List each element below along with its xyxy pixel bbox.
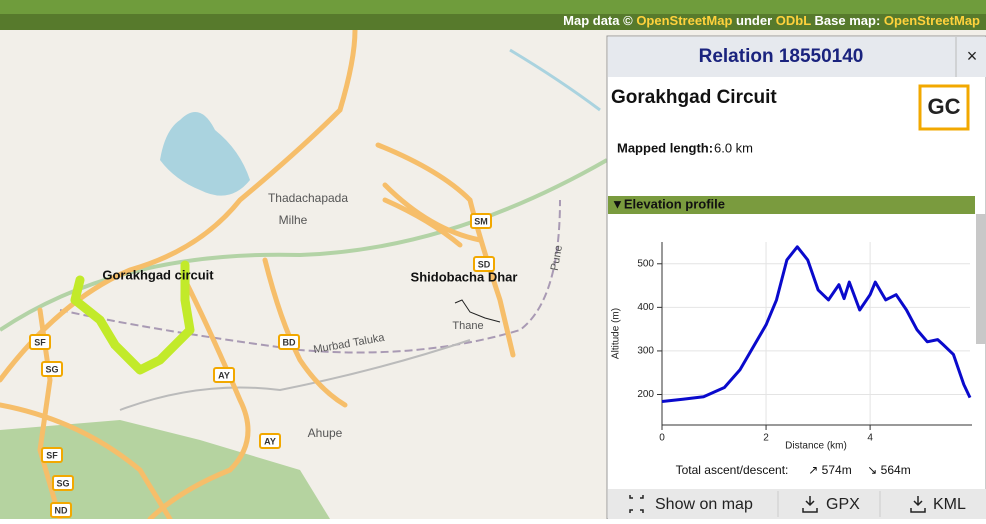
ascent-label: Total ascent/descent: (676, 463, 789, 477)
place-label: Shidobacha Dhar (411, 269, 518, 284)
attribution-bar (0, 14, 986, 30)
panel-heading: Relation 18550140 (699, 46, 864, 67)
road-ref: SG (56, 478, 69, 488)
elevation-line (661, 245, 972, 403)
text: Base map: (815, 13, 881, 28)
link[interactable]: ODbL (776, 13, 811, 28)
road-ref: SF (34, 337, 46, 347)
roads (0, 27, 516, 522)
trail (454, 299, 501, 323)
text: Map data © (563, 13, 633, 28)
forest (0, 420, 330, 519)
road-ref: SM (474, 216, 488, 226)
elevation-chart: 200 300 400 500 0 2 4 Distance (km) Altitude (m) (611, 242, 972, 452)
road-shield (41, 447, 63, 463)
road-shield (473, 256, 495, 272)
road-shield (278, 334, 300, 350)
road-ref: BD (283, 337, 296, 347)
river (509, 48, 601, 112)
descent: ↘ 564m (867, 463, 910, 477)
y-tick-label: 400 (637, 302, 654, 313)
icon (629, 495, 644, 513)
length-value: 6.0 km (714, 140, 753, 155)
gpx-button[interactable]: GPX (802, 496, 860, 513)
road-ref: SG (45, 364, 58, 374)
button-label[interactable]: KML (933, 496, 966, 513)
y-axis-label: Altitude (m) (611, 308, 622, 359)
logo (918, 84, 970, 131)
road-shield (50, 502, 72, 518)
place-label: Thane (452, 320, 483, 332)
route[interactable] (70, 260, 195, 375)
place-label: Gorakhgad circuit (102, 267, 214, 282)
place-label: Thadachapada (268, 191, 348, 205)
scrollbar[interactable] (976, 214, 986, 344)
road-shield (470, 213, 492, 229)
lake (160, 112, 250, 196)
road-shield (259, 433, 281, 449)
panel-header (608, 37, 986, 77)
x-axis-label: Distance (km) (785, 441, 847, 452)
section-title[interactable]: ▼Elevation profile (611, 196, 725, 211)
x-tick-label: 4 (867, 433, 873, 444)
place-label: Milhe (279, 213, 308, 227)
road-ref: SF (46, 450, 58, 460)
road-shield (29, 334, 51, 350)
relation-title: Gorakhgad Circuit (611, 87, 777, 108)
road-ref: SD (478, 259, 491, 269)
road-ref: AY (218, 370, 230, 380)
toolbar (0, 0, 986, 14)
show-on-map-button[interactable]: Show on map (629, 495, 753, 513)
close-button[interactable]: × (967, 46, 978, 66)
kml-button[interactable]: KML (910, 496, 966, 513)
ascent: ↗ 574m (808, 463, 851, 477)
section-header[interactable] (608, 196, 975, 214)
button-label[interactable]: GPX (826, 496, 860, 513)
y-tick-label: 300 (637, 346, 654, 357)
place-label: Ahupe (308, 426, 343, 440)
road-shield (41, 361, 63, 377)
link[interactable]: OpenStreetMap (884, 13, 980, 28)
length-label: Mapped length: (617, 140, 713, 155)
link[interactable]: OpenStreetMap (636, 13, 732, 28)
icon (802, 496, 818, 513)
y-tick-label: 500 (637, 258, 654, 269)
admin-boundary (59, 199, 561, 354)
road-ref: AY (264, 436, 276, 446)
road-shield (52, 475, 74, 491)
y-tick-label: 200 (637, 389, 654, 400)
attribution: Map data © OpenStreetMap under ODbL Base… (563, 13, 980, 28)
road-shield (213, 367, 235, 383)
place-label: Pune (549, 244, 565, 271)
x-tick-label: 0 (659, 433, 665, 444)
icon (910, 496, 926, 513)
park-boundary (0, 158, 608, 332)
minor-road (119, 339, 471, 411)
text: under (736, 13, 772, 28)
road-ref: ND (55, 505, 68, 515)
logo-text: GC (928, 94, 961, 119)
x-tick-label: 2 (763, 433, 769, 444)
button-label[interactable]: Show on map (655, 496, 753, 513)
button-bar (608, 489, 986, 519)
